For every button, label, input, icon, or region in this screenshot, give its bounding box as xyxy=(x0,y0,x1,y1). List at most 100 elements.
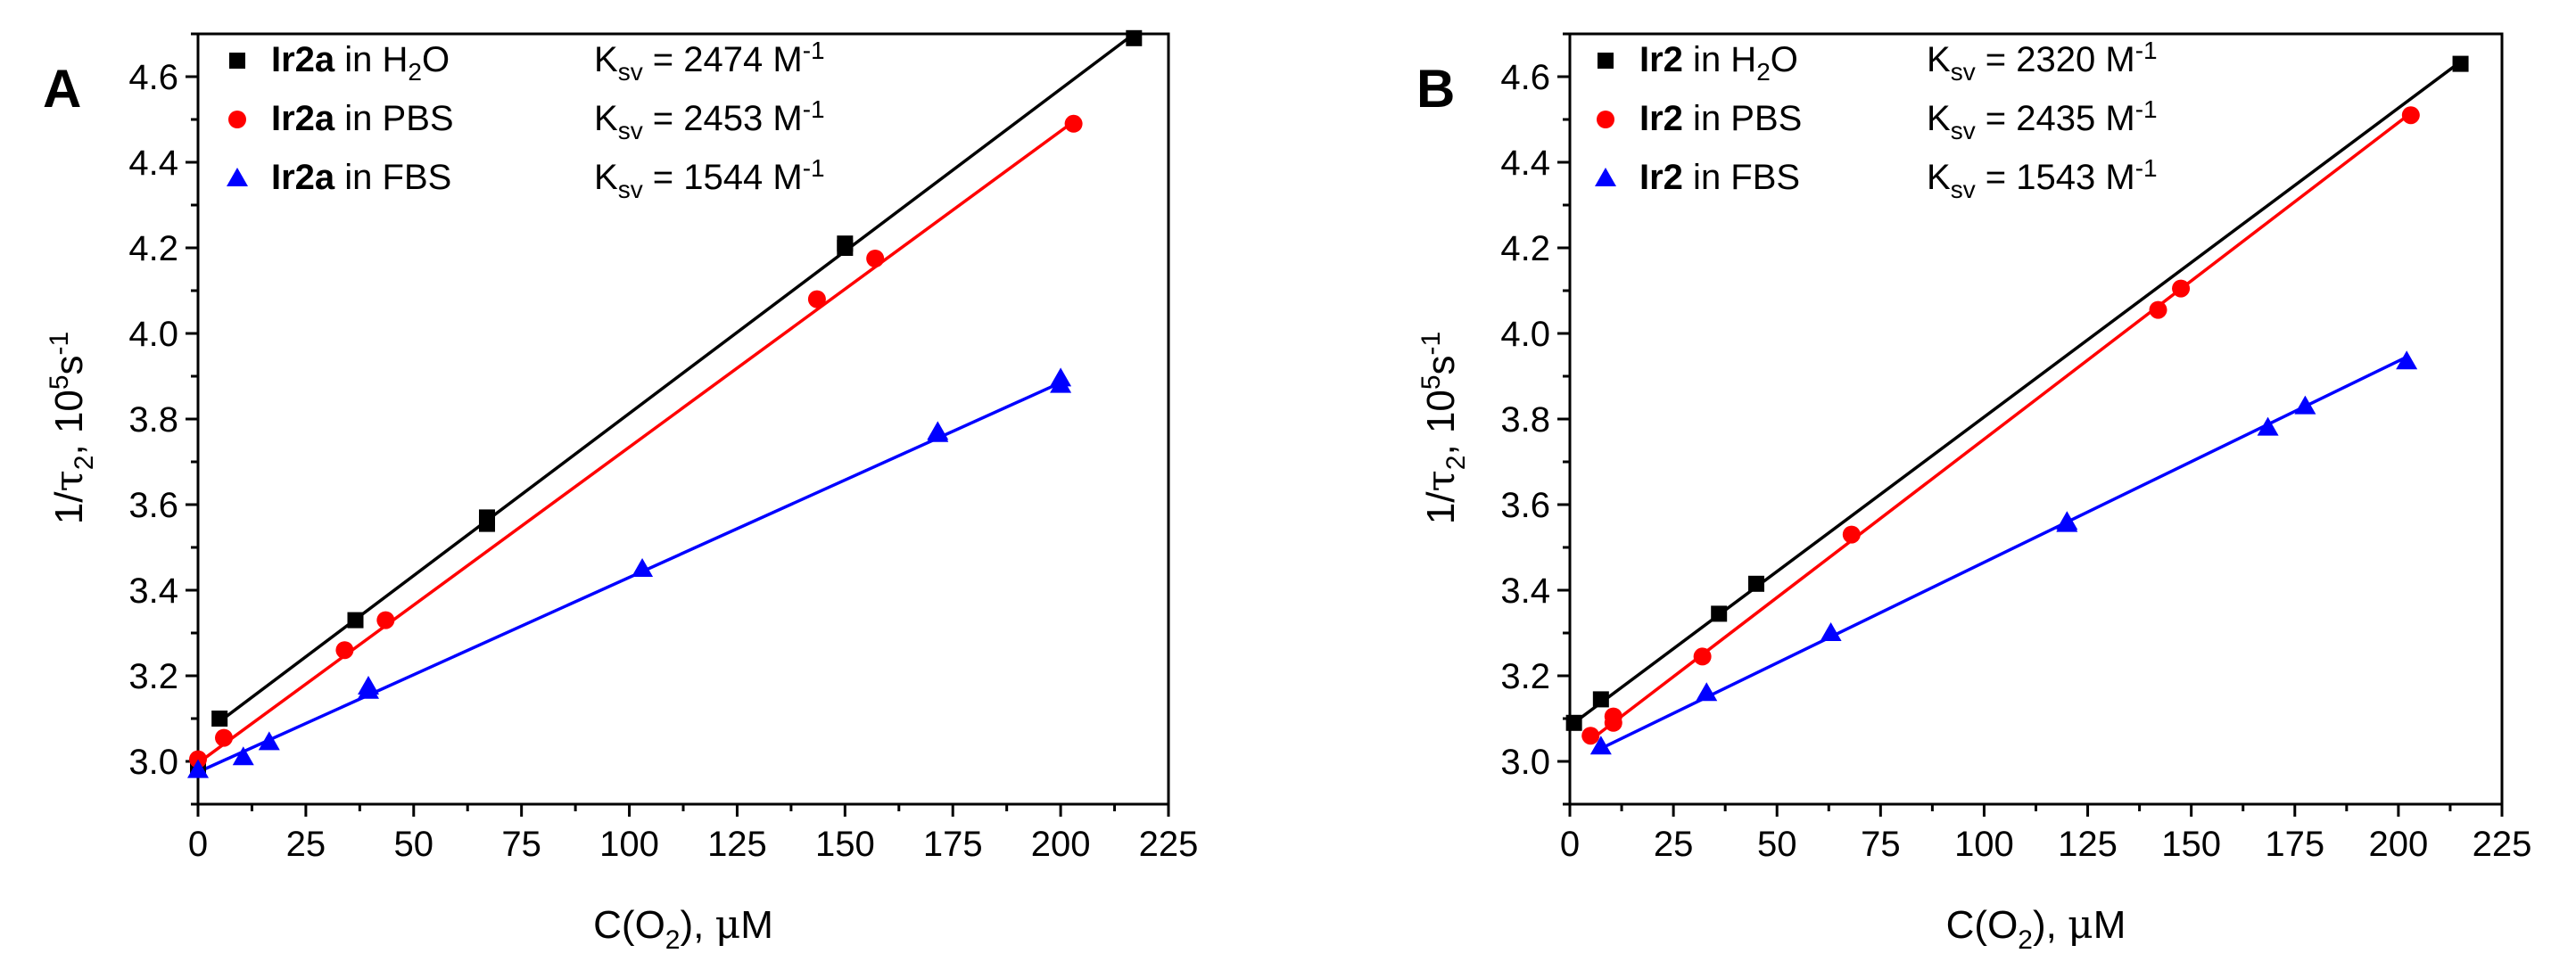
x-tick-label: 50 xyxy=(1757,825,1797,864)
x-axis-label-text: C(O xyxy=(1946,903,2019,947)
data-point xyxy=(1696,682,1718,702)
y-axis-label-text: , 10 xyxy=(1419,390,1463,455)
legend-entry: Ir2 in PBS xyxy=(1639,99,1802,138)
data-point xyxy=(1565,714,1582,731)
data-point xyxy=(1842,525,1861,544)
data-point xyxy=(1589,736,1612,755)
y-axis-label-text: s xyxy=(1419,355,1463,374)
legend-ksv-label: K xyxy=(1927,158,1951,197)
data-point xyxy=(478,509,495,526)
y-tick-label: 3.8 xyxy=(128,400,178,440)
data-point xyxy=(335,641,354,660)
legend-ksv: Ksv = 2320 M-1 xyxy=(1927,37,2158,86)
y-axis-label-text: , 10 xyxy=(47,390,91,455)
x-tick-label: 175 xyxy=(2265,825,2324,864)
data-point xyxy=(927,421,949,440)
data-point xyxy=(1748,575,1764,592)
data-point xyxy=(215,728,234,747)
series-circle xyxy=(1589,111,2412,742)
y-tick-label: 4.4 xyxy=(128,144,178,183)
y-tick-label: 3.4 xyxy=(1500,571,1550,611)
legend-marker xyxy=(1598,53,1614,69)
legend-medium: in FBS xyxy=(334,158,451,197)
legend-ksv-superscript: -1 xyxy=(2135,95,2158,123)
x-axis-label-text: ), xyxy=(680,903,714,947)
fit-line xyxy=(1589,111,2412,742)
y-tick-label: 4.6 xyxy=(1500,58,1550,97)
x-axis-label-symbol: μ xyxy=(715,902,741,948)
fit-line xyxy=(197,381,1061,774)
legend-medium: in FBS xyxy=(1683,158,1800,197)
x-tick-label: 75 xyxy=(1861,825,1901,864)
x-axis-label: C(O2), μM xyxy=(593,902,773,955)
legend-compound: Ir2 xyxy=(1639,40,1683,79)
y-tick-label: 4.6 xyxy=(128,58,178,97)
y-tick-label: 3.6 xyxy=(1500,486,1550,525)
x-axis-label-text: M xyxy=(740,903,773,947)
data-point xyxy=(2396,350,2418,370)
legend-entry: Ir2a in H2O xyxy=(271,40,450,86)
legend-ksv-value: = 1544 M xyxy=(643,158,803,197)
fit-line xyxy=(196,119,1075,765)
y-tick-label: 4.0 xyxy=(1500,315,1550,354)
y-axis-label-superscript: -1 xyxy=(1416,332,1446,356)
legend-marker xyxy=(1597,111,1614,128)
y-tick-label: 3.2 xyxy=(1500,657,1550,696)
panel-label: B xyxy=(1416,59,1455,119)
legend-entry: Ir2 in FBS xyxy=(1639,158,1800,197)
legend-ksv-subscript: sv xyxy=(618,58,643,86)
data-point xyxy=(1064,114,1083,133)
data-point xyxy=(1592,691,1609,708)
data-point xyxy=(258,731,280,751)
x-axis-label-text: ), xyxy=(2033,903,2068,947)
legend-ksv-value: = 2320 M xyxy=(1976,40,2135,79)
legend-medium-tail: O xyxy=(422,40,450,79)
legend-ksv-label: K xyxy=(594,158,618,197)
x-tick-label: 25 xyxy=(286,825,326,864)
legend-subscript: 2 xyxy=(408,58,422,86)
legend-marker xyxy=(229,53,245,69)
x-tick-label: 100 xyxy=(599,825,659,864)
legend-ksv: Ksv = 2474 M-1 xyxy=(594,37,825,86)
x-axis-label-subscript: 2 xyxy=(665,925,681,955)
legend-marker xyxy=(1595,168,1616,186)
data-point xyxy=(837,235,854,252)
y-tick-label: 4.0 xyxy=(128,315,178,354)
legend-marker xyxy=(227,168,248,186)
y-axis-label-subscript: 2 xyxy=(1441,456,1471,471)
data-point xyxy=(211,711,228,727)
series-points-square xyxy=(1565,55,2469,731)
y-tick-label: 3.6 xyxy=(128,486,178,525)
chart-panel-a: 0 25 50 75 100 125 150 175 200 2253.03.23.43.63.8… xyxy=(43,29,1199,955)
data-point xyxy=(187,759,209,778)
x-tick-label: 200 xyxy=(1031,825,1091,864)
legend-ksv-value: = 2453 M xyxy=(643,99,803,138)
series-points-triangle xyxy=(1589,350,2418,755)
data-point xyxy=(376,611,395,629)
y-tick-label: 4.2 xyxy=(128,229,178,268)
y-axis-label-symbol: τ xyxy=(46,470,92,491)
x-tick-label: 150 xyxy=(2161,825,2221,864)
legend-compound: Ir2a xyxy=(271,99,335,138)
series-square xyxy=(219,32,1135,723)
x-axis-label: C(O2), μM xyxy=(1946,902,2126,955)
data-point xyxy=(2056,511,2078,530)
y-tick-label: 3.0 xyxy=(128,743,178,782)
legend-medium: in H xyxy=(334,40,408,79)
legend-medium-tail: O xyxy=(1771,40,1798,79)
legend-ksv: Ksv = 2435 M-1 xyxy=(1927,95,2158,144)
y-axis-label: 1/τ2, 105s-1 xyxy=(45,332,99,525)
x-tick-label: 150 xyxy=(815,825,875,864)
x-tick-label: 125 xyxy=(2058,825,2118,864)
x-tick-label: 225 xyxy=(1139,825,1199,864)
panel-label: A xyxy=(43,59,81,119)
legend-ksv-superscript: -1 xyxy=(2135,154,2158,182)
legend-ksv-value: = 2435 M xyxy=(1976,99,2135,138)
legend-compound: Ir2a xyxy=(271,40,335,79)
x-tick-label: 25 xyxy=(1654,825,1694,864)
x-tick-label: 75 xyxy=(501,825,541,864)
legend-entry: Ir2a in PBS xyxy=(271,99,454,138)
legend-ksv-superscript: -1 xyxy=(803,95,825,123)
x-tick-label: 175 xyxy=(923,825,983,864)
